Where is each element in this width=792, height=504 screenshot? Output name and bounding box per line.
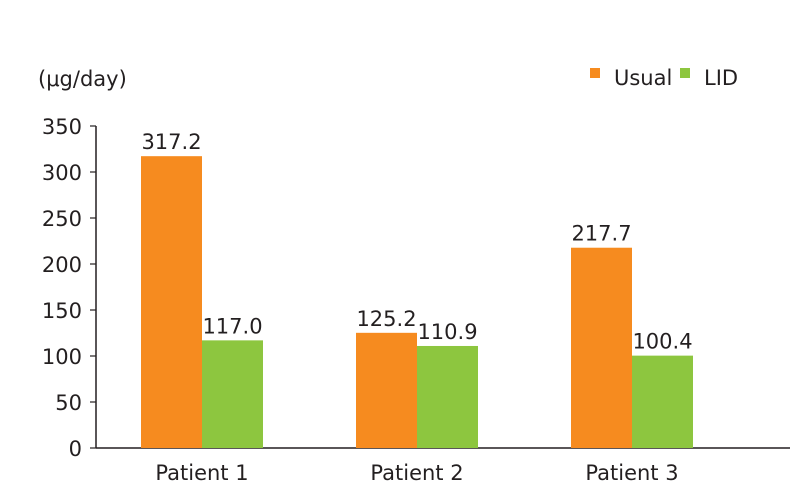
- legend-swatch-usual: [590, 68, 600, 78]
- data-label: 317.2: [141, 130, 201, 154]
- y-tick-label: 50: [55, 391, 82, 415]
- bar-lid: [417, 345, 478, 448]
- legend-label-usual: Usual: [614, 66, 672, 90]
- legend-swatch-lid: [680, 68, 690, 78]
- x-tick-label: Patient 1: [155, 461, 248, 485]
- data-label: 100.4: [632, 330, 692, 354]
- bar-usual: [356, 332, 417, 448]
- bar-lid: [632, 355, 693, 448]
- x-tick-label: Patient 2: [370, 461, 463, 485]
- bar-lid: [202, 340, 263, 448]
- x-tick-label: Patient 3: [585, 461, 678, 485]
- y-tick-label: 150: [42, 299, 82, 323]
- y-tick-label: 200: [42, 253, 82, 277]
- y-axis-label: (μg/day): [38, 67, 127, 91]
- bar-usual: [141, 156, 202, 448]
- data-label: 110.9: [417, 320, 477, 344]
- legend-label-lid: LID: [704, 66, 738, 90]
- y-tick-label: 300: [42, 161, 82, 185]
- data-label: 117.0: [202, 314, 262, 338]
- data-label: 125.2: [356, 307, 416, 331]
- legend: Usual LID: [590, 66, 738, 90]
- y-tick-label: 100: [42, 345, 82, 369]
- y-tick-label: 0: [69, 437, 82, 461]
- y-tick-label: 350: [42, 115, 82, 139]
- bar-usual: [571, 247, 632, 448]
- data-label: 217.7: [571, 222, 631, 246]
- y-tick-label: 250: [42, 207, 82, 231]
